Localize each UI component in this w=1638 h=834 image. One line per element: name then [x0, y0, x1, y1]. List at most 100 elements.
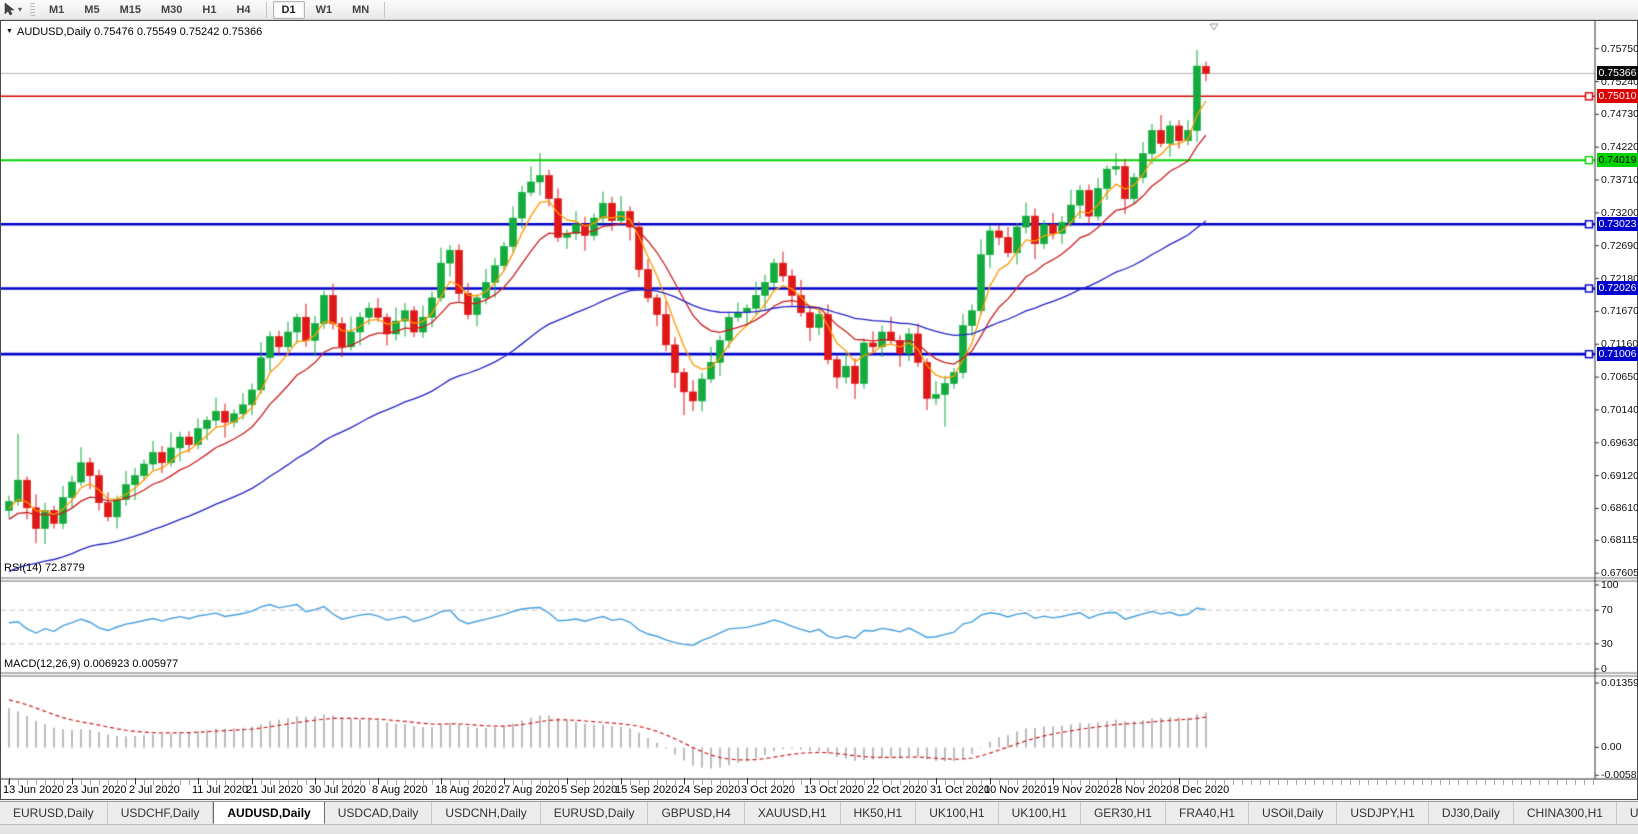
time-axis-label: 23 Jun 2020 — [66, 784, 127, 796]
chart-tab-hk50-h1[interactable]: HK50,H1 — [841, 802, 917, 824]
hline-price-badge: 0.75010 — [1597, 89, 1638, 104]
rsi-axis-tick: 100 — [1601, 579, 1619, 591]
rsi-axis-tick: 30 — [1601, 637, 1613, 650]
time-axis-label-tick — [990, 778, 991, 784]
chart-tab-usoil-daily[interactable]: USOil,Daily — [1249, 802, 1338, 824]
title-collapse-icon[interactable]: ▼ — [6, 28, 13, 35]
hline-price-badge: 0.73023 — [1597, 217, 1638, 232]
timeframe-button-m5[interactable]: M5 — [84, 3, 100, 16]
bottom-strip — [0, 824, 1638, 834]
price-chart-canvas[interactable] — [1, 21, 1637, 780]
chart-tab-xauusd-h1[interactable]: XAUUSD,H1 — [745, 802, 841, 824]
chart-tab-eurusd-daily[interactable]: EURUSD,Daily — [0, 802, 108, 824]
time-axis-label-tick — [810, 778, 811, 784]
time-axis-label: 19 Nov 2020 — [1047, 784, 1110, 796]
timeframe-button-h1[interactable]: H1 — [202, 3, 217, 16]
price-axis-tick: 0.73710 — [1601, 174, 1638, 187]
price-axis-tick: 0.73200 — [1601, 206, 1638, 219]
chart-tab-uk100-h1[interactable]: UK100,H1 — [916, 802, 999, 824]
hline-price-badge: 0.71006 — [1597, 347, 1638, 362]
time-axis-label: 8 Dec 2020 — [1173, 784, 1230, 796]
time-axis: 13 Jun 2020 23 Jun 2020 2 Jul 2020 11 Jul 2… — [1, 778, 1595, 799]
time-axis-label-tick — [1116, 778, 1117, 784]
chart-tab-usoil-h1[interactable]: USOil,H1 — [1617, 802, 1638, 824]
time-axis-label: 18 Aug 2020 — [435, 784, 497, 796]
time-axis-label: 21 Jul 2020 — [246, 784, 303, 796]
time-axis-label-tick — [9, 778, 10, 784]
time-axis-label: 2 Jul 2020 — [129, 784, 180, 796]
time-axis-label: 8 Aug 2020 — [372, 784, 428, 796]
chart-tab-ger30-h1[interactable]: GER30,H1 — [1081, 802, 1166, 824]
rsi-axis-tick: 0 — [1601, 663, 1607, 675]
cursor-dropdown-icon[interactable]: ▾ — [18, 5, 23, 14]
chart-tab-uk100-h1[interactable]: UK100,H1 — [999, 802, 1081, 824]
macd-indicator-label: MACD(12,26,9) 0.006923 0.005977 — [4, 658, 179, 670]
chart-tab-fra40-h1[interactable]: FRA40,H1 — [1166, 802, 1250, 824]
chart-tab-usdcad-daily[interactable]: USDCAD,Daily — [325, 802, 433, 824]
hline-price-badge: 0.74019 — [1597, 153, 1638, 168]
time-axis-label: 31 Oct 2020 — [930, 784, 990, 796]
timeframe-button-m30[interactable]: M30 — [160, 3, 183, 16]
time-axis-label: 22 Oct 2020 — [867, 784, 927, 796]
price-axis-tick: 0.71670 — [1601, 305, 1638, 318]
chart-tab-usdchf-daily[interactable]: USDCHF,Daily — [108, 802, 214, 824]
time-axis-label-tick — [441, 778, 442, 784]
time-axis-label-tick — [1053, 778, 1054, 784]
timeframe-button-m1[interactable]: M1 — [49, 3, 65, 16]
time-axis-label-tick — [252, 778, 253, 784]
price-axis-tick: 0.74220 — [1601, 141, 1638, 154]
timeframe-button-mn[interactable]: MN — [352, 3, 370, 16]
macd-axis-tick: 0.013593 — [1601, 677, 1638, 689]
toolbar-separator — [384, 1, 386, 18]
time-axis-label: 13 Oct 2020 — [804, 784, 864, 796]
timeframe-button-m15[interactable]: M15 — [119, 3, 141, 16]
chart-tab-china300-h1[interactable]: CHINA300,H1 — [1514, 802, 1617, 824]
price-axis-tick: 0.67605 — [1601, 567, 1638, 580]
time-axis-label: 27 Aug 2020 — [498, 784, 560, 796]
cursor-tool-button[interactable]: ▾ — [0, 1, 26, 19]
time-axis-label: 5 Sep 2020 — [561, 784, 618, 796]
chart-tab-usdjpy-h1[interactable]: USDJPY,H1 — [1337, 802, 1429, 824]
toolbar-grip-handle[interactable] — [30, 2, 36, 17]
time-axis-label-tick — [378, 778, 379, 784]
chart-title: AUDUSD,Daily 0.75476 0.75549 0.75242 0.7… — [17, 26, 263, 38]
time-axis-label: 10 Nov 2020 — [984, 784, 1047, 796]
chart-tab-bar: EURUSD,Daily USDCHF,Daily AUDUSD,Daily USDC… — [0, 801, 1638, 824]
price-axis-tick: 0.70140 — [1601, 403, 1638, 416]
rsi-axis-tick: 70 — [1601, 604, 1613, 617]
chart-window: ▼ AUDUSD,Daily 0.75476 0.75549 0.75242 0… — [0, 20, 1638, 800]
chart-tab-dj30-daily[interactable]: DJ30,Daily — [1429, 802, 1514, 824]
top-toolbar: ▾ M1 M5 M15 M30 H1 H4 D1 W1 MN — [0, 0, 1638, 20]
time-axis-label: 3 Oct 2020 — [741, 784, 795, 796]
chart-tab-audusd-daily[interactable]: AUDUSD,Daily — [213, 802, 325, 824]
time-axis-label-tick — [684, 778, 685, 784]
price-axis-tick: 0.68610 — [1601, 502, 1638, 515]
time-axis-label: 11 Jul 2020 — [192, 784, 249, 796]
hline-price-badge: 0.72026 — [1597, 281, 1638, 296]
timeframe-button-h4[interactable]: H4 — [236, 3, 251, 16]
current-price-badge: 0.75366 — [1597, 66, 1638, 81]
chart-tab-eurusd-daily[interactable]: EURUSD,Daily — [541, 802, 649, 824]
chart-tab-usdcnh-daily[interactable]: USDCNH,Daily — [432, 802, 541, 824]
time-axis-label-tick — [1179, 778, 1180, 784]
time-axis-label-tick — [936, 778, 937, 784]
time-axis-label-tick — [747, 778, 748, 784]
price-axis-tick: 0.68115 — [1601, 534, 1638, 547]
rsi-indicator-label: RSI(14) 72.8779 — [4, 562, 85, 574]
time-axis-label-tick — [504, 778, 505, 784]
chart-tab-gbpusd-h4[interactable]: GBPUSD,H4 — [648, 802, 745, 824]
macd-axis-tick: 0.00 — [1601, 741, 1622, 754]
price-axis-tick: 0.75750 — [1601, 42, 1638, 55]
time-axis-label: 28 Nov 2020 — [1110, 784, 1173, 796]
time-axis-label-tick — [873, 778, 874, 784]
time-axis-ticks — [1, 780, 1595, 785]
time-axis-label: 24 Sep 2020 — [678, 784, 741, 796]
price-axis-tick: 0.69630 — [1601, 436, 1638, 449]
macd-axis-tick: -0.005878 — [1601, 769, 1638, 782]
timeframe-button-d1[interactable]: D1 — [272, 0, 305, 19]
price-axis-tick: 0.72690 — [1601, 239, 1638, 252]
timeframe-button-w1[interactable]: W1 — [315, 3, 333, 16]
time-axis-label: 15 Sep 2020 — [615, 784, 678, 796]
toolbar-separator — [265, 1, 267, 18]
price-axis-tick: 0.74730 — [1601, 108, 1638, 121]
